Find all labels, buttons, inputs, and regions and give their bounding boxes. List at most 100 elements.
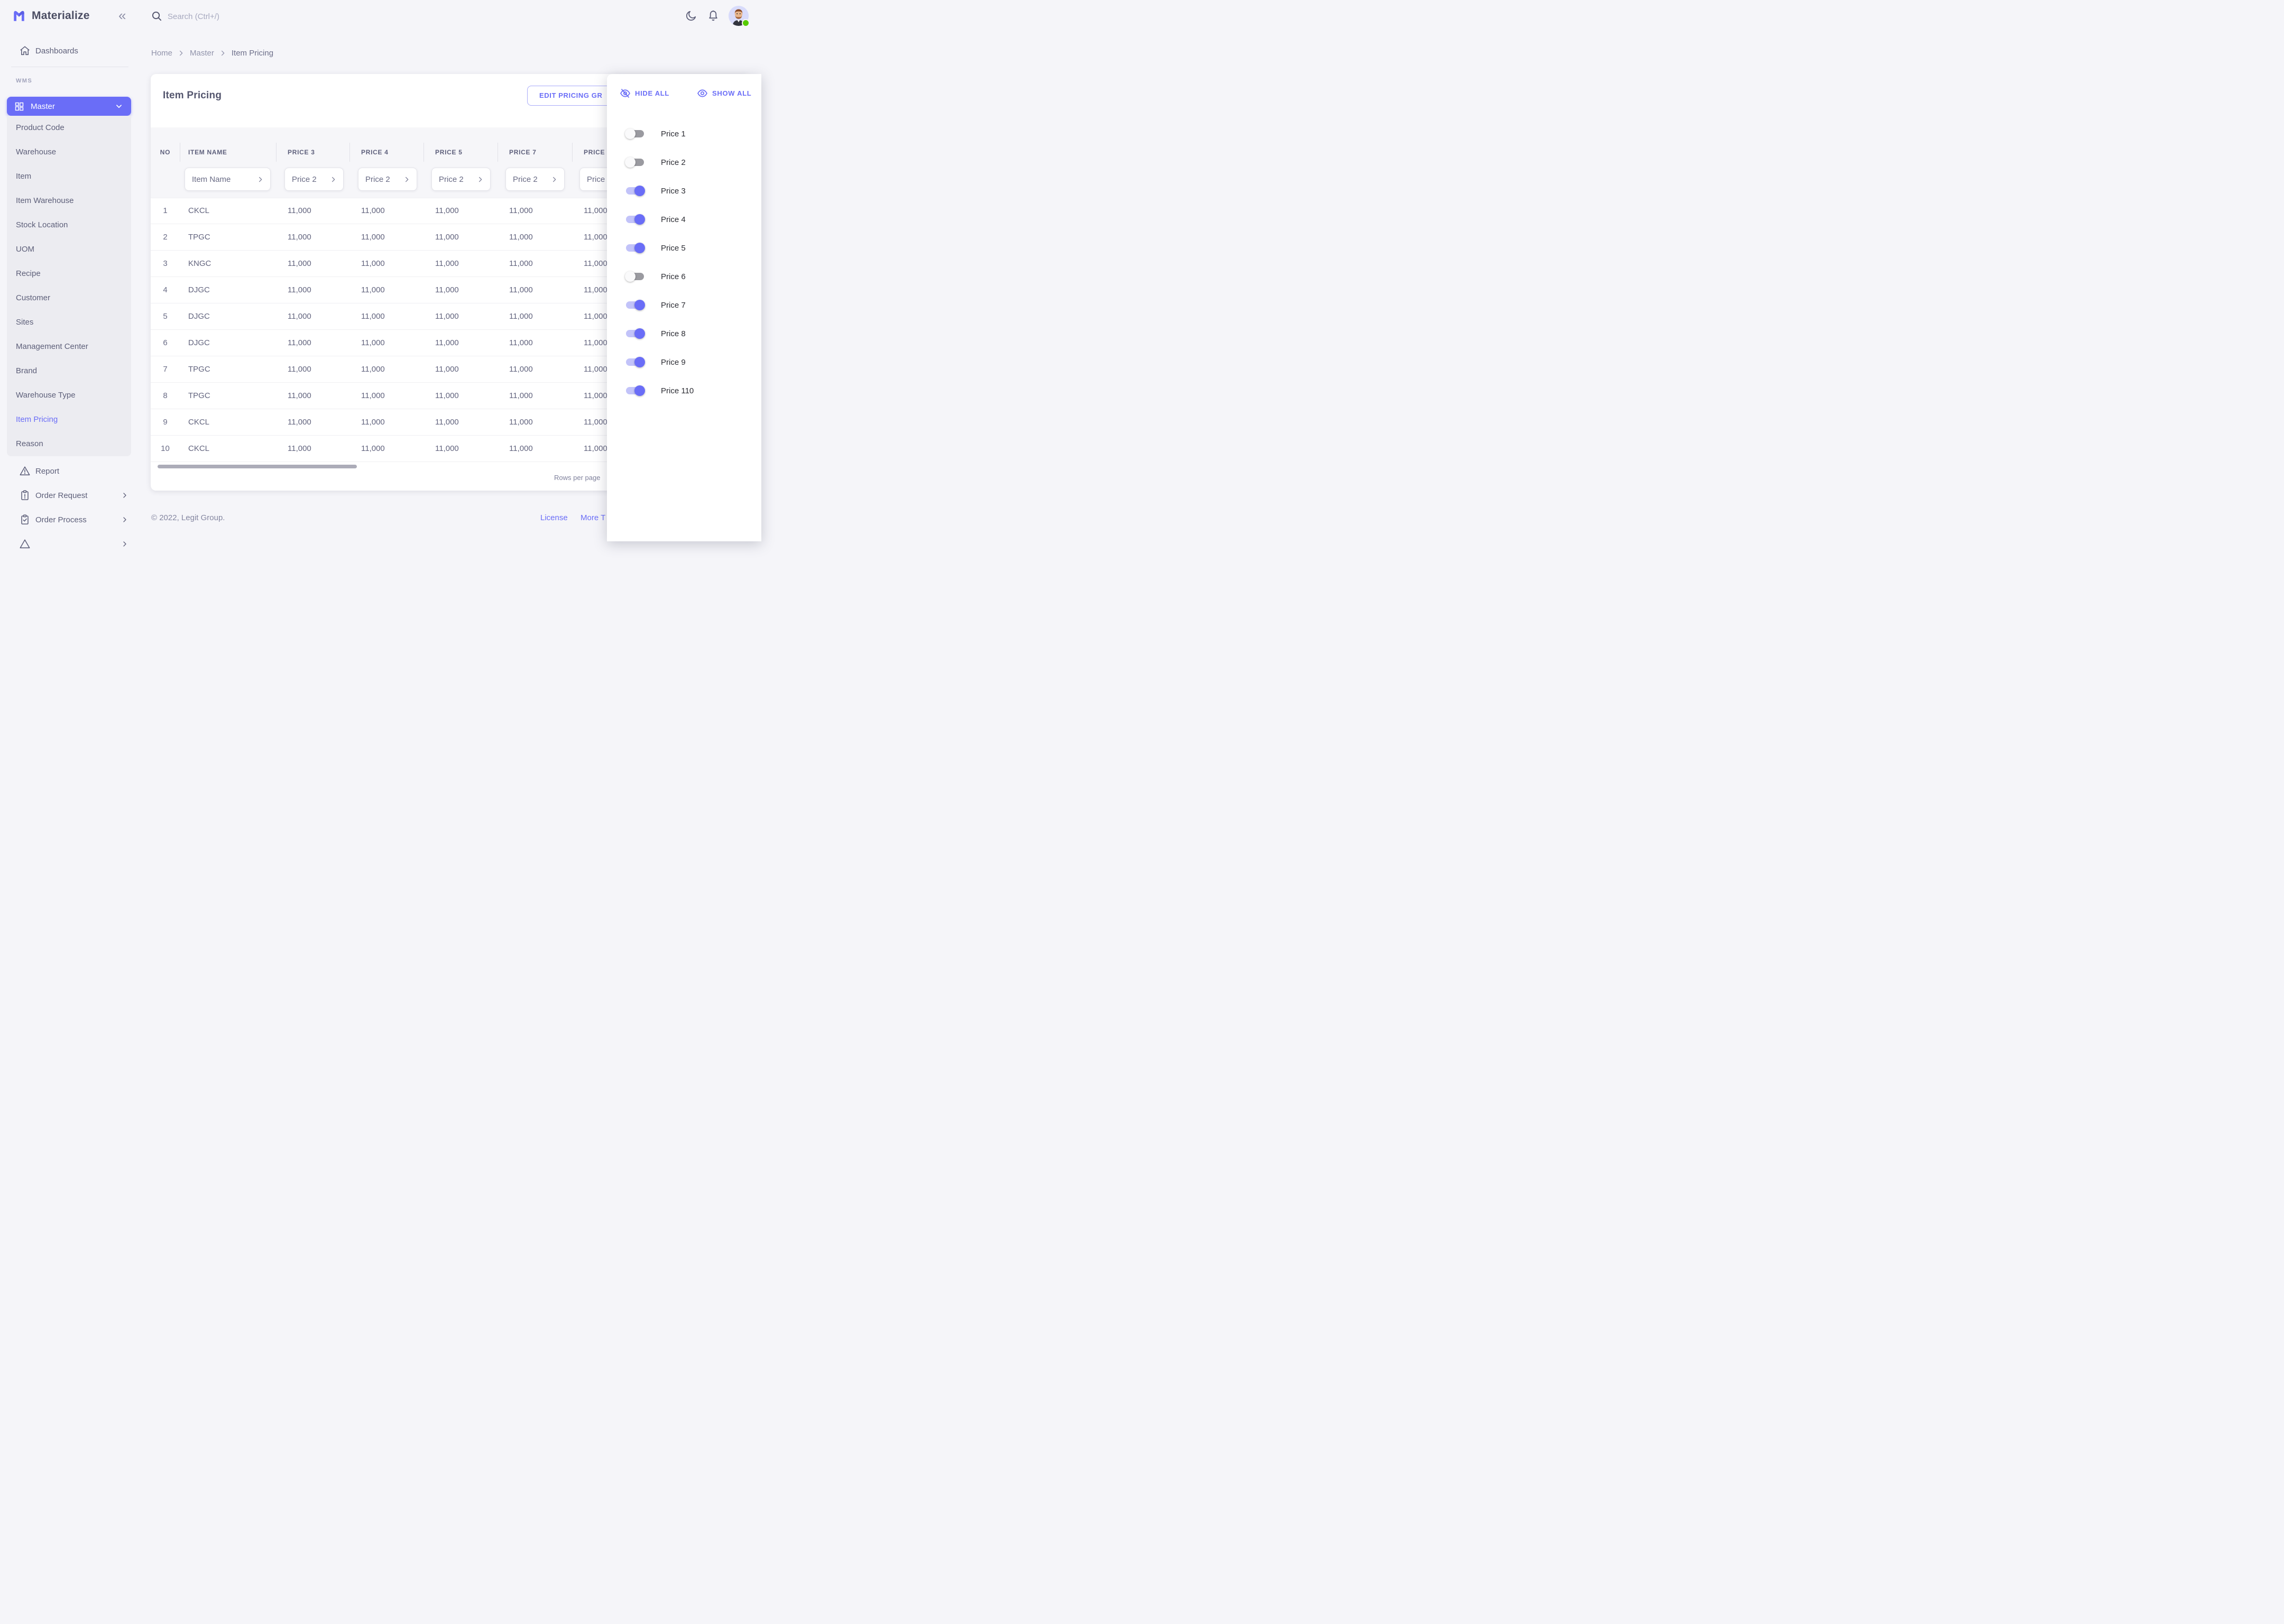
toggle-row-price-2: Price 2 [625,153,686,172]
more-link[interactable]: More T [581,513,606,522]
cell-price: 11,000 [361,365,385,374]
toggle-row-price-6: Price 6 [625,267,686,286]
table-row[interactable]: 8 TPGC 11,000 11,000 11,000 11,000 11,00… [151,383,749,409]
sidebar-item-report[interactable]: Report [19,462,129,481]
toggle-label: Price 3 [661,186,686,196]
chevron-right-icon [476,176,484,183]
table-row[interactable]: 7 TPGC 11,000 11,000 11,000 11,000 11,00… [151,356,749,383]
sidebar-item-item[interactable]: Item [16,172,32,181]
cell-item-name: TPGC [188,365,210,374]
breadcrumb: Home Master Item Pricing [151,49,273,58]
cell-price: 11,000 [584,365,607,374]
show-all-button[interactable]: SHOW ALL [697,88,751,99]
table-row[interactable]: 4 DJGC 11,000 11,000 11,000 11,000 11,00… [151,277,749,303]
sidebar-collapse-icon[interactable]: « [118,7,126,23]
sidebar-item-item-warehouse[interactable]: Item Warehouse [16,196,74,205]
breadcrumb-home[interactable]: Home [151,49,173,58]
cell-item-name: DJGC [188,285,210,294]
notifications-bell-icon[interactable] [707,10,720,22]
sidebar-item-partial[interactable] [19,534,129,553]
cell-price: 11,000 [361,259,385,268]
cell-price: 11,000 [509,312,533,321]
sidebar-item-stock-location[interactable]: Stock Location [16,220,68,229]
sidebar-item-brand[interactable]: Brand [16,366,38,375]
sidebar-item-customer[interactable]: Customer [16,293,51,302]
price-2-toggle[interactable] [625,157,644,168]
price-110-toggle[interactable] [626,385,645,396]
price-7-toggle[interactable] [626,300,645,310]
cell-item-name: TPGC [188,391,210,400]
column-header-price-5[interactable]: PRICE 5 [423,143,498,162]
sidebar-item-order-request[interactable]: Order Request [19,486,129,505]
chevron-right-icon [121,491,129,500]
price-5-toggle[interactable] [626,243,645,253]
column-header-price-3[interactable]: PRICE 3 [276,143,349,162]
cell-item-name: DJGC [188,312,210,321]
horizontal-scrollbar[interactable] [158,465,357,468]
sidebar-item-product-code[interactable]: Product Code [16,123,65,132]
sidebar-item-item-pricing[interactable]: Item Pricing [16,415,58,424]
cell-price: 11,000 [288,312,311,321]
column-header-item-name[interactable]: ITEM NAME [180,143,276,162]
toggle-label: Price 8 [661,329,686,338]
table-row[interactable]: 1 CKCL 11,000 11,000 11,000 11,000 11,00… [151,198,749,224]
table-row[interactable]: 2 TPGC 11,000 11,000 11,000 11,000 11,00… [151,224,749,251]
sidebar-item-uom[interactable]: UOM [16,245,34,254]
filter-price-select-1[interactable]: Price 2 [284,168,344,191]
edit-pricing-group-button[interactable]: EDIT PRICING GR [527,86,615,106]
column-header-price-4[interactable]: PRICE 4 [349,143,423,162]
app-logo[interactable]: Materialize [11,9,90,23]
table-row[interactable]: 6 DJGC 11,000 11,000 11,000 11,000 11,00… [151,330,749,356]
sidebar-item-order-process[interactable]: Order Process [19,510,129,529]
user-avatar[interactable] [729,6,750,27]
search-icon[interactable] [151,10,163,22]
search-input[interactable] [167,8,338,24]
column-header-price-7[interactable]: PRICE 7 [498,143,572,162]
master-submenu: Product Code Warehouse Item Item Warehou… [7,116,131,456]
toggle-label: Price 5 [661,243,686,253]
filter-price-select-4[interactable]: Price 2 [505,168,565,191]
breadcrumb-master[interactable]: Master [190,49,214,58]
table-row[interactable]: 9 CKCL 11,000 11,000 11,000 11,000 11,00… [151,409,749,436]
cell-price: 11,000 [435,418,459,427]
price-8-toggle[interactable] [626,328,645,339]
filter-price-select-2[interactable]: Price 2 [358,168,417,191]
sidebar-item-reason[interactable]: Reason [16,439,43,448]
license-link[interactable]: License [540,513,568,522]
toggle-label: Price 1 [661,129,686,139]
sidebar-item-warehouse[interactable]: Warehouse [16,147,57,156]
sidebar-item-label: Master [31,102,55,111]
table-row[interactable]: 3 KNGC 11,000 11,000 11,000 11,000 11,00… [151,251,749,277]
column-header-price-8[interactable]: PRICE 8 [572,143,749,162]
price-1-toggle[interactable] [625,128,644,139]
price-9-toggle[interactable] [626,357,645,367]
clipboard-alert-icon [19,490,31,501]
table-row[interactable]: 5 DJGC 11,000 11,000 11,000 11,000 11,00… [151,303,749,330]
filter-price-select-3[interactable]: Price 2 [431,168,491,191]
filter-item-name-select[interactable]: Item Name [185,168,271,191]
toggle-row-price-5: Price 5 [626,238,686,257]
cell-no: 6 [163,338,168,347]
toggle-label: Price 7 [661,300,686,310]
cell-price: 11,000 [509,418,533,427]
price-3-toggle[interactable] [626,186,645,196]
filter-label: Price 2 [292,174,317,184]
cell-no: 10 [161,444,170,453]
price-6-toggle[interactable] [625,271,644,282]
table-row[interactable]: 10 CKCL 11,000 11,000 11,000 11,000 11,0… [151,436,749,462]
sidebar-item-master[interactable]: Master [7,97,131,116]
show-all-label: SHOW ALL [712,89,752,97]
hide-all-button[interactable]: HIDE ALL [620,88,669,99]
cell-price: 11,000 [435,312,459,321]
brand-name: Materialize [32,10,90,22]
column-header-no[interactable]: NO [160,149,171,156]
sidebar-item-dashboards[interactable]: Dashboards [19,41,129,60]
price-4-toggle[interactable] [626,214,645,225]
sidebar-item-warehouse-type[interactable]: Warehouse Type [16,391,76,400]
cell-price: 11,000 [361,418,385,427]
sidebar-item-management-center[interactable]: Management Center [16,342,88,351]
sidebar-item-sites[interactable]: Sites [16,318,34,327]
cell-price: 11,000 [509,285,533,294]
dark-mode-moon-icon[interactable] [685,10,697,22]
sidebar-item-recipe[interactable]: Recipe [16,269,41,278]
